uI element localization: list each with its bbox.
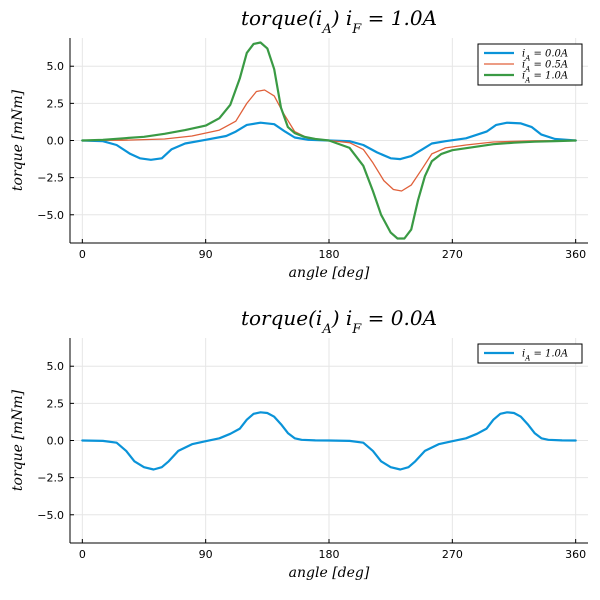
x-tick-label: 270 [442, 548, 463, 561]
y-tick-label: 5.0 [47, 60, 65, 73]
series-line-3 [81, 41, 577, 240]
chart-panel-1: 0 90 180 270 360 −5.0 −2.5 0.0 2.5 5.0 torque(iA) … [10, 6, 588, 281]
legend-label: iA = 1.0A [522, 349, 568, 363]
legend-label: iA = 0.0A [522, 49, 568, 63]
legend-label: iA = 1.0A [522, 71, 568, 85]
x-tick-label: 90 [199, 248, 213, 261]
legend-label: iA = 0.5A [522, 60, 568, 74]
x-tick-label: 360 [565, 248, 586, 261]
y-tick-label: −5.0 [37, 209, 64, 222]
legend-box [477, 343, 583, 364]
x-axis-label: angle [deg] [289, 265, 370, 281]
y-tick-label: 2.5 [47, 397, 65, 410]
x-tick-label: 360 [565, 548, 586, 561]
y-tick-label: −2.5 [37, 172, 64, 185]
chart-title: torque(iA) iF = 0.0A [241, 306, 437, 337]
y-tick-label: 5.0 [47, 360, 65, 373]
x-axis-label: angle [deg] [289, 565, 370, 581]
y-tick-label: 2.5 [47, 97, 65, 110]
y-axis-label: torque [mNm] [10, 389, 26, 491]
legend: iA = 1.0A [477, 343, 583, 364]
x-tick-label: 270 [442, 248, 463, 261]
chart-title: torque(iA) iF = 1.0A [241, 6, 437, 37]
y-tick-label: −5.0 [37, 509, 64, 522]
x-tick-label: 180 [319, 248, 340, 261]
series-line-2 [81, 89, 577, 192]
y-tick-label: −2.5 [37, 472, 64, 485]
x-tick-label: 0 [79, 548, 86, 561]
series-line-1 [81, 411, 577, 471]
x-tick-label: 90 [199, 548, 213, 561]
y-tick-label: 0.0 [47, 135, 65, 148]
x-tick-label: 0 [79, 248, 86, 261]
chart-panel-2: 0 90 180 270 360 −5.0 −2.5 0.0 2.5 5.0 torque(iA) … [10, 306, 588, 581]
y-axis-label: torque [mNm] [10, 89, 26, 191]
y-tick-label: 0.0 [47, 435, 65, 448]
x-tick-label: 180 [319, 548, 340, 561]
